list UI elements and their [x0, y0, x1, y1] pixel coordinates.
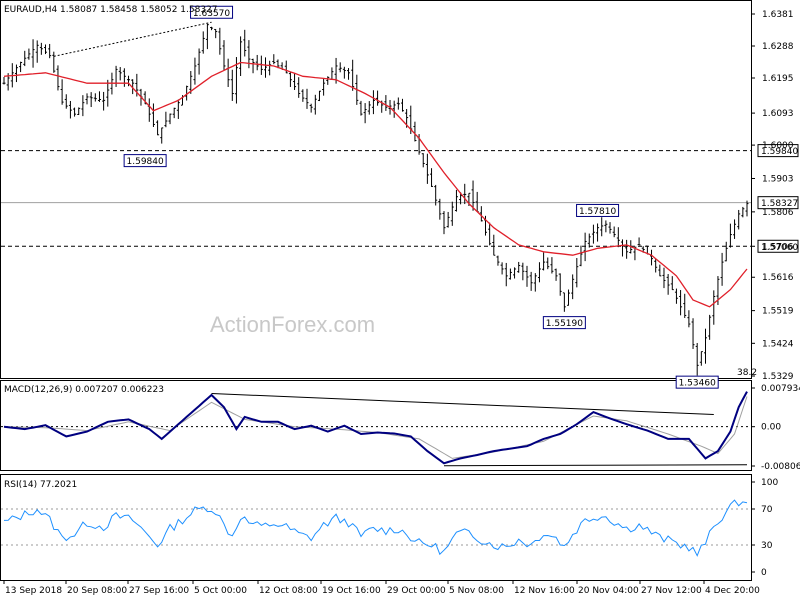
rsi-y-tick-label: 70 — [761, 505, 773, 515]
price-y-tick-label: 1.5806 — [762, 208, 794, 218]
main-title: EURAUD,H4 1.58087 1.58458 1.58052 1.5832… — [4, 5, 218, 15]
x-tick-label: 20 Nov 04:00 — [578, 586, 639, 596]
reference-price-label: 1.57060 — [761, 243, 798, 253]
price-annotation-box — [190, 5, 234, 19]
x-tick-label: 5 Nov 08:00 — [449, 586, 504, 596]
price-y-tick-label: 1.5903 — [762, 174, 794, 184]
price-y-tick-label: 1.6381 — [762, 10, 794, 20]
rsi-y-tick-label: 30 — [761, 541, 773, 551]
price-y-tick-label: 1.5329 — [762, 372, 794, 382]
x-tick-label: 12 Nov 16:00 — [514, 586, 575, 596]
price-panel: 1.59840 1.57060 1.58327 1.63570 1.59840 1.578… — [1, 5, 799, 389]
rsi-panel — [1, 499, 751, 557]
macd-y-tick-label: -0.008063 — [761, 462, 800, 472]
price-annotation-label: 1.55190 — [546, 319, 583, 329]
rsi-y-tick-label: 100 — [761, 478, 778, 488]
price-y-tick-label: 1.5519 — [762, 307, 794, 317]
x-tick-label: 4 Dec 20:00 — [705, 586, 760, 596]
x-tick-label: 27 Nov 12:00 — [641, 586, 702, 596]
macd-y-tick-label: 0.00 — [761, 423, 781, 433]
macd-panel-frame — [0, 380, 752, 471]
reference-price-box — [757, 144, 799, 158]
moving-average-line — [3, 61, 748, 308]
price-annotation-label: 1.53460 — [679, 379, 716, 389]
price-annotation-box — [542, 316, 586, 330]
price-annotation-label: 1.57810 — [579, 207, 616, 217]
watermark: ActionForex.com — [210, 312, 375, 337]
rsi-title: RSI(14) 77.2021 — [4, 480, 77, 490]
macd-title: MACD(12,26,9) 0.007207 0.006223 — [4, 385, 164, 395]
reference-price-box — [757, 239, 799, 253]
reference-price-label: 1.59840 — [761, 147, 798, 157]
macd-y-tick-label: 0.007934 — [761, 384, 800, 394]
price-y-tick-label: 1.5616 — [762, 273, 794, 283]
rsi-panel-frame — [0, 474, 752, 581]
x-tick-label: 27 Sep 16:00 — [129, 586, 189, 596]
price-y-tick-label: 1.6195 — [762, 74, 794, 84]
price-annotation-box — [123, 154, 167, 168]
rsi-y-tick-label: 0 — [761, 568, 767, 578]
current-price-label: 1.58327 — [761, 199, 798, 209]
x-tick-label: 29 Oct 00:00 — [387, 586, 446, 596]
x-tick-label: 13 Sep 2018 — [5, 586, 62, 596]
x-tick-label: 12 Oct 08:00 — [259, 586, 318, 596]
price-annotation-box — [576, 203, 620, 217]
fib-label: 38.2 — [737, 368, 757, 378]
current-price-box — [757, 196, 799, 210]
macd-trend-line — [443, 464, 748, 467]
macd-line — [3, 391, 748, 465]
price-y-tick-label: 1.6000 — [762, 141, 794, 151]
price-y-tick-label: 1.6093 — [762, 109, 794, 119]
price-panel-frame — [0, 0, 752, 379]
price-annotation-box — [675, 375, 719, 389]
trend-line — [53, 21, 212, 57]
x-tick-label: 20 Sep 08:00 — [67, 586, 127, 596]
x-tick-label: 19 Oct 16:00 — [322, 586, 381, 596]
macd-trend-line — [211, 393, 714, 415]
rsi-line — [3, 499, 748, 557]
x-tick-label: 5 Oct 00:00 — [194, 586, 247, 596]
price-y-tick-label: 1.5424 — [762, 339, 794, 349]
price-y-tick-label: 1.6288 — [762, 42, 794, 52]
price-annotation-label: 1.63570 — [193, 9, 230, 19]
price-annotation-label: 1.59840 — [127, 157, 164, 167]
price-y-tick-label: 1.5706 — [762, 242, 794, 252]
macd-panel — [1, 391, 751, 467]
axes-layer: 1.6381 1.6288 1.6195 1.6093 1.6000 1.5903 1.58… — [3, 10, 800, 596]
